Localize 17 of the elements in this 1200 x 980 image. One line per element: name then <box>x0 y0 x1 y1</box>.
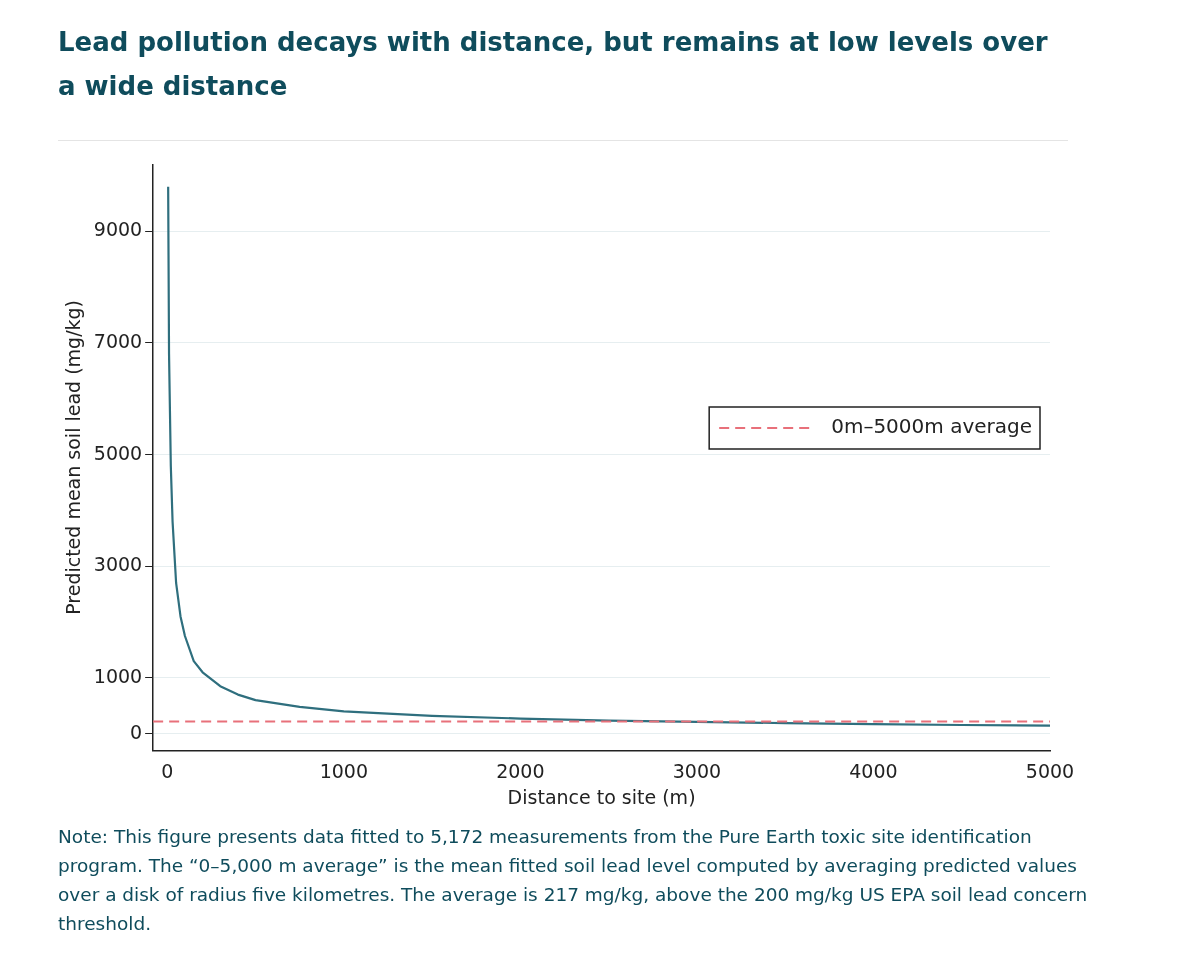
y-tick-label: 0 <box>130 720 143 743</box>
y-tick-label: 7000 <box>93 329 143 352</box>
y-tick-label: 1000 <box>93 664 143 687</box>
y-tick-label: 9000 <box>93 218 143 241</box>
legend-label: 0m–5000m average <box>831 414 1033 439</box>
x-tick-label: 4000 <box>849 759 898 782</box>
x-tick-label: 0 <box>161 759 174 782</box>
text: Note: This figure presents data fitted to 5,172 measurements from the Pure Earth toxic site identification program. The “0–5,000 m average” is the mean fitted soil lead level computed by averaging predicted values over a disk of radius five kilometres. The average is 217 mg/kg, above the 200 mg/kg US EPA soil lead concern threshold. <box>58 825 1088 936</box>
y-tick-label: 3000 <box>93 553 143 576</box>
x-tick-label: 3000 <box>672 759 722 782</box>
chart-title: Lead pollution decays with distance, but remains at low levels over a wide distance <box>58 26 1049 103</box>
x-tick-label: 5000 <box>1025 759 1075 782</box>
x-tick-label: 2000 <box>496 759 545 782</box>
y-axis-title: Predicted mean soil lead (mg/kg) <box>62 299 85 615</box>
x-tick-label: 1000 <box>319 759 368 782</box>
x-axis-title: Distance to site (m) <box>507 785 696 808</box>
y-tick-label: 5000 <box>93 441 143 464</box>
